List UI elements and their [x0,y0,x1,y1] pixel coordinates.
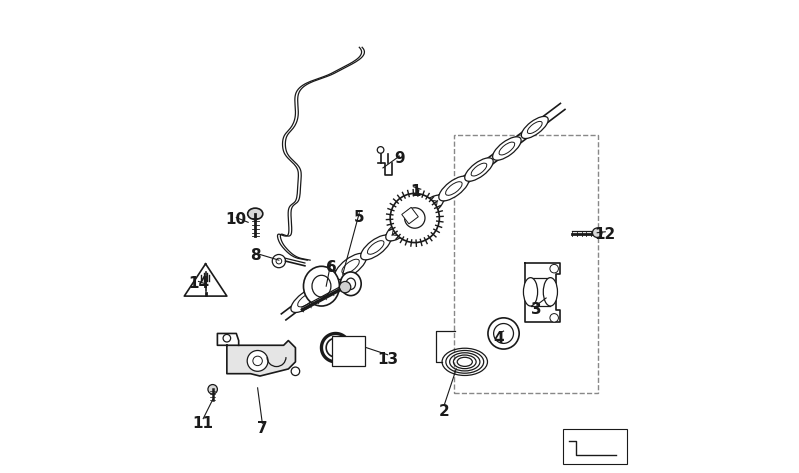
Ellipse shape [346,278,356,289]
Ellipse shape [543,278,558,306]
Ellipse shape [439,176,469,201]
Bar [402,207,419,224]
Text: 11: 11 [193,416,213,431]
Circle shape [550,314,559,322]
Text: 10: 10 [226,212,247,228]
Text: 14: 14 [188,276,209,291]
Circle shape [247,350,268,371]
Text: 4: 4 [494,331,504,346]
Ellipse shape [335,254,367,280]
Ellipse shape [521,116,548,139]
Text: 6: 6 [325,260,336,275]
Circle shape [488,318,519,349]
Circle shape [593,228,602,237]
Polygon shape [227,341,296,376]
Text: 7: 7 [257,420,268,436]
Circle shape [494,324,514,343]
Ellipse shape [465,158,493,181]
Ellipse shape [360,235,391,260]
Circle shape [340,281,351,293]
Ellipse shape [312,270,344,296]
Ellipse shape [320,276,337,290]
Text: 13: 13 [377,352,398,367]
Ellipse shape [342,259,360,273]
Circle shape [272,254,285,268]
Bar [454,135,598,393]
Text: 9: 9 [394,151,405,166]
Ellipse shape [368,241,384,254]
Ellipse shape [414,195,443,220]
Circle shape [377,147,384,153]
Circle shape [291,367,300,376]
Ellipse shape [340,272,361,296]
Ellipse shape [420,201,437,214]
Ellipse shape [304,266,340,306]
Text: 1: 1 [411,184,421,199]
Circle shape [208,385,217,394]
Bar [332,336,365,366]
Ellipse shape [471,163,487,176]
Ellipse shape [298,293,314,307]
Ellipse shape [499,142,515,155]
Circle shape [276,258,282,264]
Text: 2: 2 [439,404,450,419]
Text: 3: 3 [531,302,542,317]
Ellipse shape [248,208,263,219]
Circle shape [252,356,262,366]
Text: 8: 8 [250,248,260,263]
Ellipse shape [523,278,538,306]
Text: 12: 12 [594,227,616,242]
Circle shape [390,193,439,243]
Ellipse shape [291,288,321,313]
Circle shape [404,208,425,228]
Ellipse shape [386,216,416,241]
Ellipse shape [392,222,409,236]
Ellipse shape [446,182,462,195]
Ellipse shape [527,122,543,133]
Circle shape [223,334,231,342]
Text: 5: 5 [354,210,364,225]
Ellipse shape [312,275,331,297]
Ellipse shape [493,137,521,160]
Circle shape [550,264,559,273]
Bar [562,429,626,464]
